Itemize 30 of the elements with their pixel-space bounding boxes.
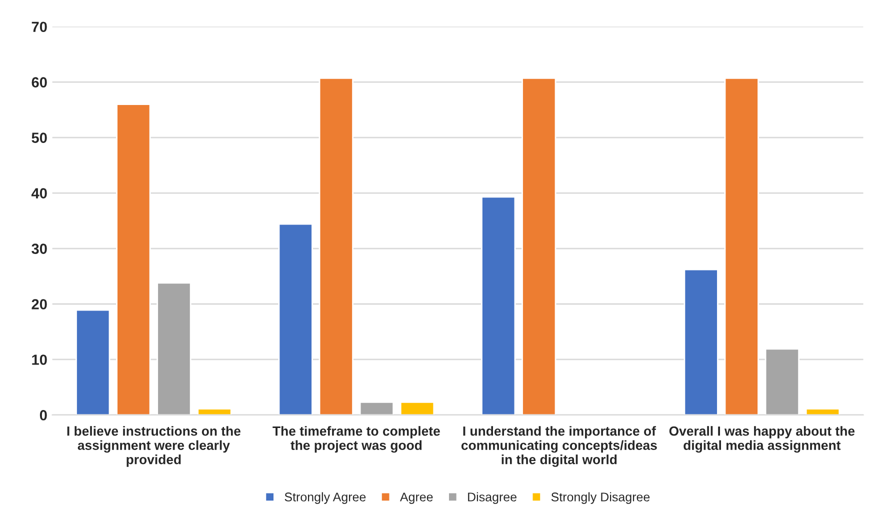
x-tick-label: I understand the importance of communicating concepts/ideas in the digital world bbox=[461, 426, 657, 467]
y-tick-label: 60 bbox=[32, 77, 47, 88]
x-tick-label: The timeframe to complete the project was good bbox=[272, 426, 440, 453]
bar bbox=[318, 78, 354, 415]
y-tick-label: 30 bbox=[32, 244, 47, 254]
legend-label: Agree bbox=[400, 492, 433, 504]
bar bbox=[522, 78, 556, 415]
y-tick-label: 20 bbox=[32, 299, 47, 310]
bar bbox=[359, 402, 394, 415]
x-tick-label: I believe instructions on the assignment were clearly provided bbox=[67, 426, 240, 467]
bar bbox=[156, 282, 192, 415]
x-tick-label: Overall I was happy about the digital media assignment bbox=[669, 426, 855, 453]
y-tick-label: 0 bbox=[40, 410, 47, 420]
y-tick-label: 10 bbox=[32, 354, 47, 365]
bar bbox=[684, 268, 718, 415]
y-tick-label: 50 bbox=[32, 132, 47, 143]
y-tick-label: 40 bbox=[31, 188, 47, 198]
legend-label: Strongly Agree bbox=[284, 492, 366, 504]
bar bbox=[764, 348, 800, 415]
bar bbox=[724, 78, 759, 415]
bar bbox=[805, 408, 840, 415]
legend-label: Strongly Disagree bbox=[551, 492, 650, 504]
bar bbox=[400, 402, 435, 415]
bar bbox=[278, 223, 313, 415]
y-tick-label: 70 bbox=[32, 22, 47, 32]
legend-label: Disagree bbox=[468, 492, 517, 504]
bar bbox=[76, 309, 110, 415]
bar bbox=[116, 104, 151, 415]
bar bbox=[481, 196, 516, 415]
bar bbox=[197, 408, 232, 415]
